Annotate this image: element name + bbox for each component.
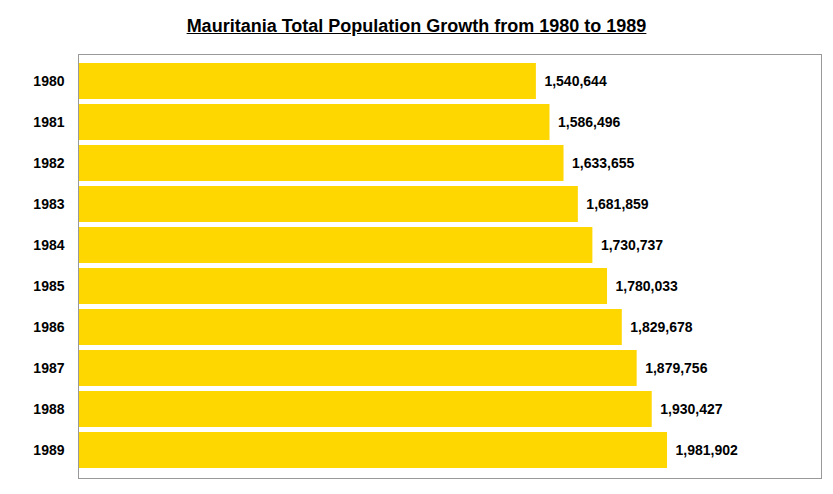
svg-text:1,586,496: 1,586,496 [558,114,620,130]
svg-text:1987: 1987 [33,360,64,376]
svg-text:1,730,737: 1,730,737 [601,237,663,253]
svg-text:1981: 1981 [33,114,64,130]
svg-text:1982: 1982 [33,155,64,171]
svg-text:1985: 1985 [33,278,64,294]
svg-text:1988: 1988 [33,401,64,417]
svg-text:1,879,756: 1,879,756 [645,360,707,376]
svg-text:1,930,427: 1,930,427 [660,401,722,417]
svg-text:1,681,859: 1,681,859 [586,196,648,212]
svg-text:1,780,033: 1,780,033 [616,278,678,294]
svg-text:1,829,678: 1,829,678 [630,319,692,335]
svg-text:1,981,902: 1,981,902 [676,442,738,458]
html-text:Mauritania Total Population Gr: Mauritania Total Population Growth from … [186,16,647,36]
svg-text:1980: 1980 [33,73,64,89]
svg-text:1989: 1989 [33,442,64,458]
svg-text:1,633,655: 1,633,655 [572,155,634,171]
svg-text:1984: 1984 [33,237,64,253]
svg-text:1,540,644: 1,540,644 [544,73,606,89]
svg-text:1986: 1986 [33,319,64,335]
svg-text:1983: 1983 [33,196,64,212]
